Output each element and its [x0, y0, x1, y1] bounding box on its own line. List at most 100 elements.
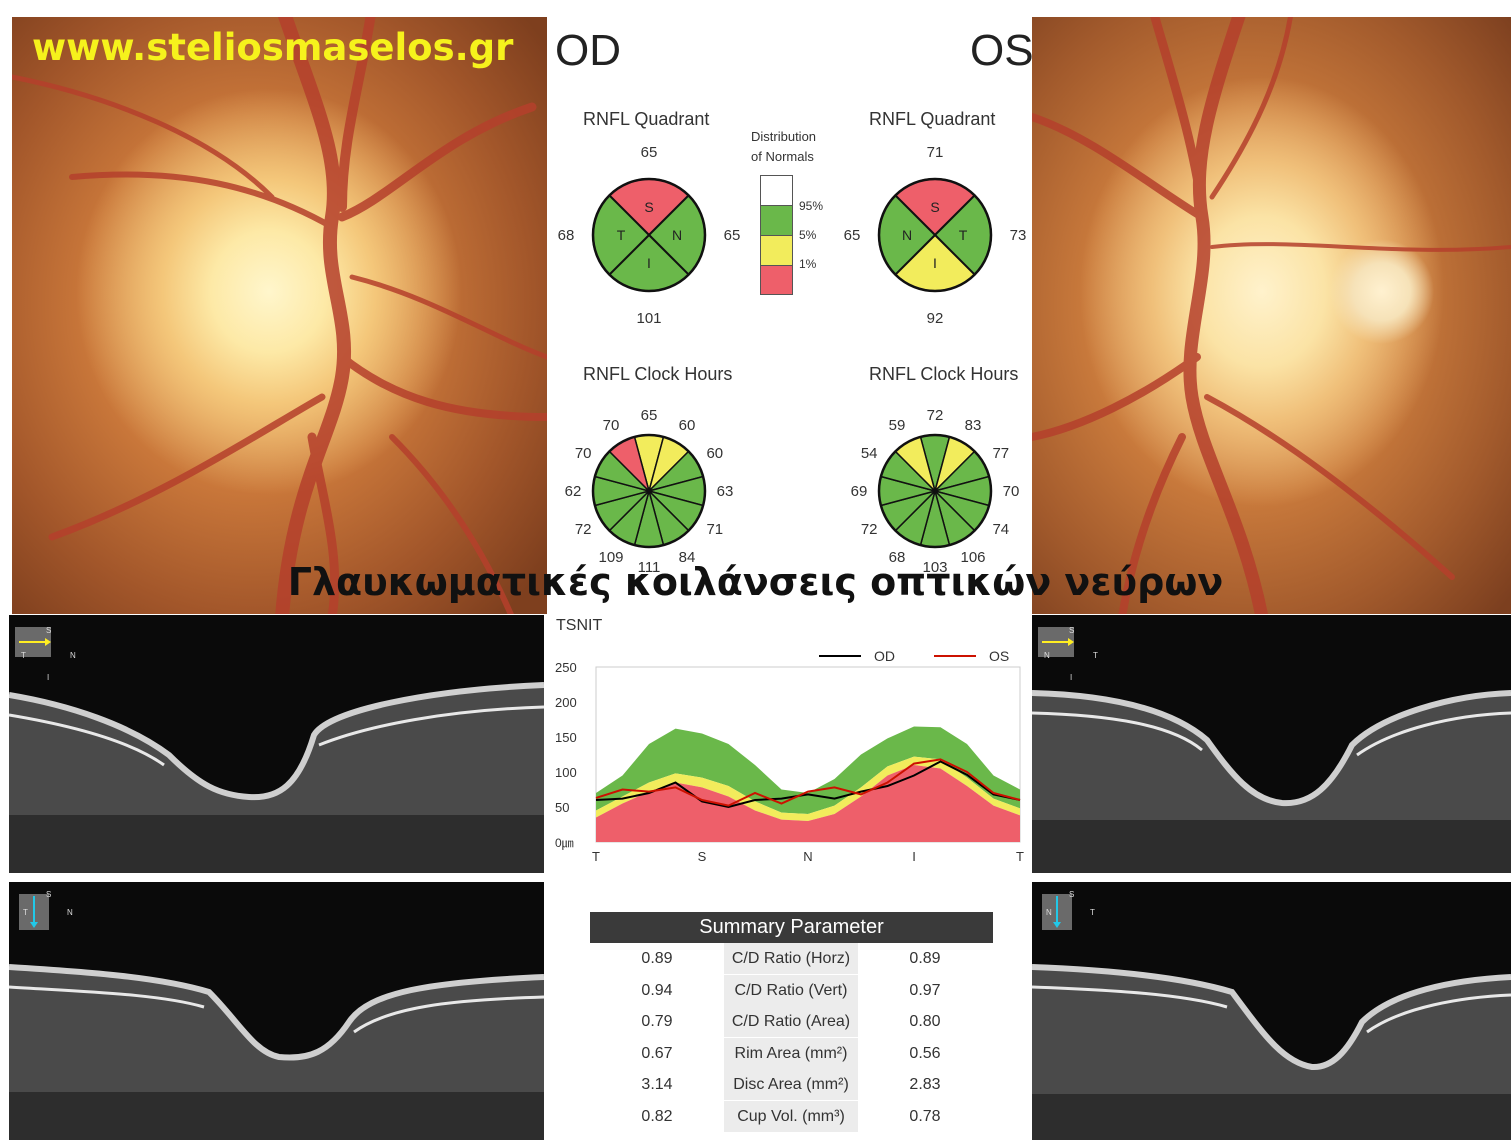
parameter-label: C/D Ratio (Area)	[724, 1006, 858, 1038]
os-value: 0.89	[909, 950, 941, 967]
inset-label-left: T	[23, 908, 28, 917]
parameter-label: Disc Area (mm²)	[724, 1069, 858, 1101]
inset-label-right: N	[67, 908, 73, 917]
x-tick-label: I	[912, 849, 916, 864]
clock-value: 111	[638, 559, 661, 575]
legend-label-OS: OS	[989, 648, 1009, 664]
parameter-label: C/D Ratio (Vert)	[724, 974, 858, 1006]
od-value: 0.89	[641, 950, 673, 967]
quadrant-value-I: 92	[927, 310, 944, 327]
summary-row: 0.89 C/D Ratio (Horz) 0.89	[590, 943, 993, 974]
os-label: OS	[970, 26, 1034, 75]
oct-scan-os-vertical: S N T	[1032, 882, 1511, 1140]
os-value: 0.56	[909, 1044, 941, 1062]
inset-label-left: N	[1046, 908, 1052, 917]
clock-value: 103	[922, 559, 947, 575]
tsnit-normal-bands	[596, 726, 1020, 842]
legend-green	[761, 206, 792, 236]
summary-row: 0.94 C/D Ratio (Vert) 0.97	[590, 974, 993, 1006]
od-clock-title: RNFL Clock Hours	[583, 364, 733, 384]
y-unit-label: 0㎛	[555, 836, 574, 850]
od-quadrant-circle: S 65 N 65 I 101 T 68	[558, 144, 741, 327]
od-value: 0.67	[641, 1044, 673, 1062]
scan-direction-inset	[19, 894, 49, 930]
clock-value: 62	[565, 483, 582, 500]
oct-scan-od-horizontal: S T N I	[9, 615, 544, 873]
distribution-title-line2: of Normals	[751, 149, 814, 164]
clock-value: 68	[889, 549, 906, 566]
clock-value: 74	[992, 521, 1009, 538]
od-quadrant-title: RNFL Quadrant	[583, 109, 710, 129]
x-tick-label: T	[1016, 849, 1024, 864]
legend-white	[761, 176, 792, 206]
quadrant-value-T: 68	[558, 227, 575, 244]
legend-label-OD: OD	[874, 648, 895, 664]
series-line-OD	[595, 760, 1021, 809]
quadrant-outline	[877, 177, 993, 293]
inset-label-right: N	[70, 651, 76, 660]
inset-label-bottom: I	[1070, 673, 1073, 682]
quadrant-letter-N: N	[672, 227, 682, 243]
x-tick-label: S	[698, 849, 707, 864]
quadrant-letter-I: I	[933, 255, 937, 271]
clock-value: 70	[575, 445, 592, 462]
clock-value: 70	[603, 417, 620, 434]
scan-direction-inset	[15, 627, 51, 657]
os-value: 2.83	[909, 1076, 941, 1094]
quadrant-outline	[591, 177, 707, 293]
od-value: 3.14	[641, 1076, 673, 1094]
legend-red	[761, 266, 792, 294]
summary-row: 0.79 C/D Ratio (Area) 0.80	[590, 1006, 993, 1038]
clock-value: 72	[861, 521, 878, 538]
clock-value: 60	[706, 445, 723, 462]
legend-5: 5%	[799, 228, 817, 242]
inset-label-left: T	[21, 651, 26, 660]
clock-value: 70	[1003, 483, 1020, 500]
clock-value: 106	[960, 549, 985, 566]
legend-yellow	[761, 236, 792, 266]
distribution-title-line1: Distribution	[751, 129, 817, 144]
inset-label-right: T	[1093, 651, 1098, 660]
clock-value: 83	[965, 417, 982, 434]
os-clock-title: RNFL Clock Hours	[869, 364, 1019, 384]
band-normal	[596, 726, 1020, 814]
summary-row: 3.14 Disc Area (mm²) 2.83	[590, 1069, 993, 1101]
distribution-legend	[760, 175, 793, 295]
tsnit-title: TSNIT	[556, 617, 603, 634]
quadrant-letter-S: S	[930, 199, 939, 215]
os-value: 0.80	[909, 1013, 941, 1031]
quadrant-value-T: 73	[1010, 227, 1027, 244]
clock-outline	[877, 433, 993, 549]
quadrant-letter-S: S	[644, 199, 653, 215]
clock-value: 109	[598, 549, 623, 566]
fundus-photo-os	[1032, 17, 1511, 614]
legend-1: 1%	[799, 257, 817, 271]
scan-direction-inset	[1038, 627, 1074, 657]
clock-value: 71	[706, 521, 723, 538]
os-value: 0.78	[909, 1108, 941, 1125]
os-quadrant-circle: S 71 T 73 I 92 N 65	[844, 144, 1027, 327]
parameter-label: Rim Area (mm²)	[724, 1037, 858, 1069]
tsnit-y-ticks: 250 200 150 100 50 0㎛	[555, 660, 577, 850]
band-abnormal	[596, 765, 1020, 842]
quadrant-value-N: 65	[844, 227, 861, 244]
clock-value: 63	[717, 483, 734, 500]
clock-hour-diagrams: 65 60 60 63 71 84 111 109 72 62 70 70 72 83 77 70 74 106…	[565, 407, 1020, 575]
od-value: 0.94	[641, 981, 673, 999]
od-value: 0.82	[641, 1108, 673, 1125]
summary-title: Summary Parameter	[590, 912, 993, 943]
watermark: www.steliosmaselos.gr	[32, 26, 514, 69]
quadrant-letter-N: N	[902, 227, 912, 243]
clock-value: 59	[889, 417, 906, 434]
quadrant-diagrams: S 65 N 65 I 101 T 68 S 71 T 73 I 92 N 65	[558, 144, 1027, 327]
clock-value: 60	[679, 417, 696, 434]
tsnit-chart: 250 200 150 100 50 0㎛ T S N I T OD OS	[555, 648, 1024, 864]
tsnit-series	[595, 758, 1021, 809]
quadrant-value-I: 101	[636, 310, 661, 327]
od-clock-circle: 65 60 60 63 71 84 111 109 72 62 70 70	[565, 407, 734, 575]
clock-value: 77	[992, 445, 1009, 462]
clock-value: 84	[679, 549, 696, 566]
legend-95: 95%	[799, 199, 824, 213]
clock-outline	[591, 433, 707, 549]
